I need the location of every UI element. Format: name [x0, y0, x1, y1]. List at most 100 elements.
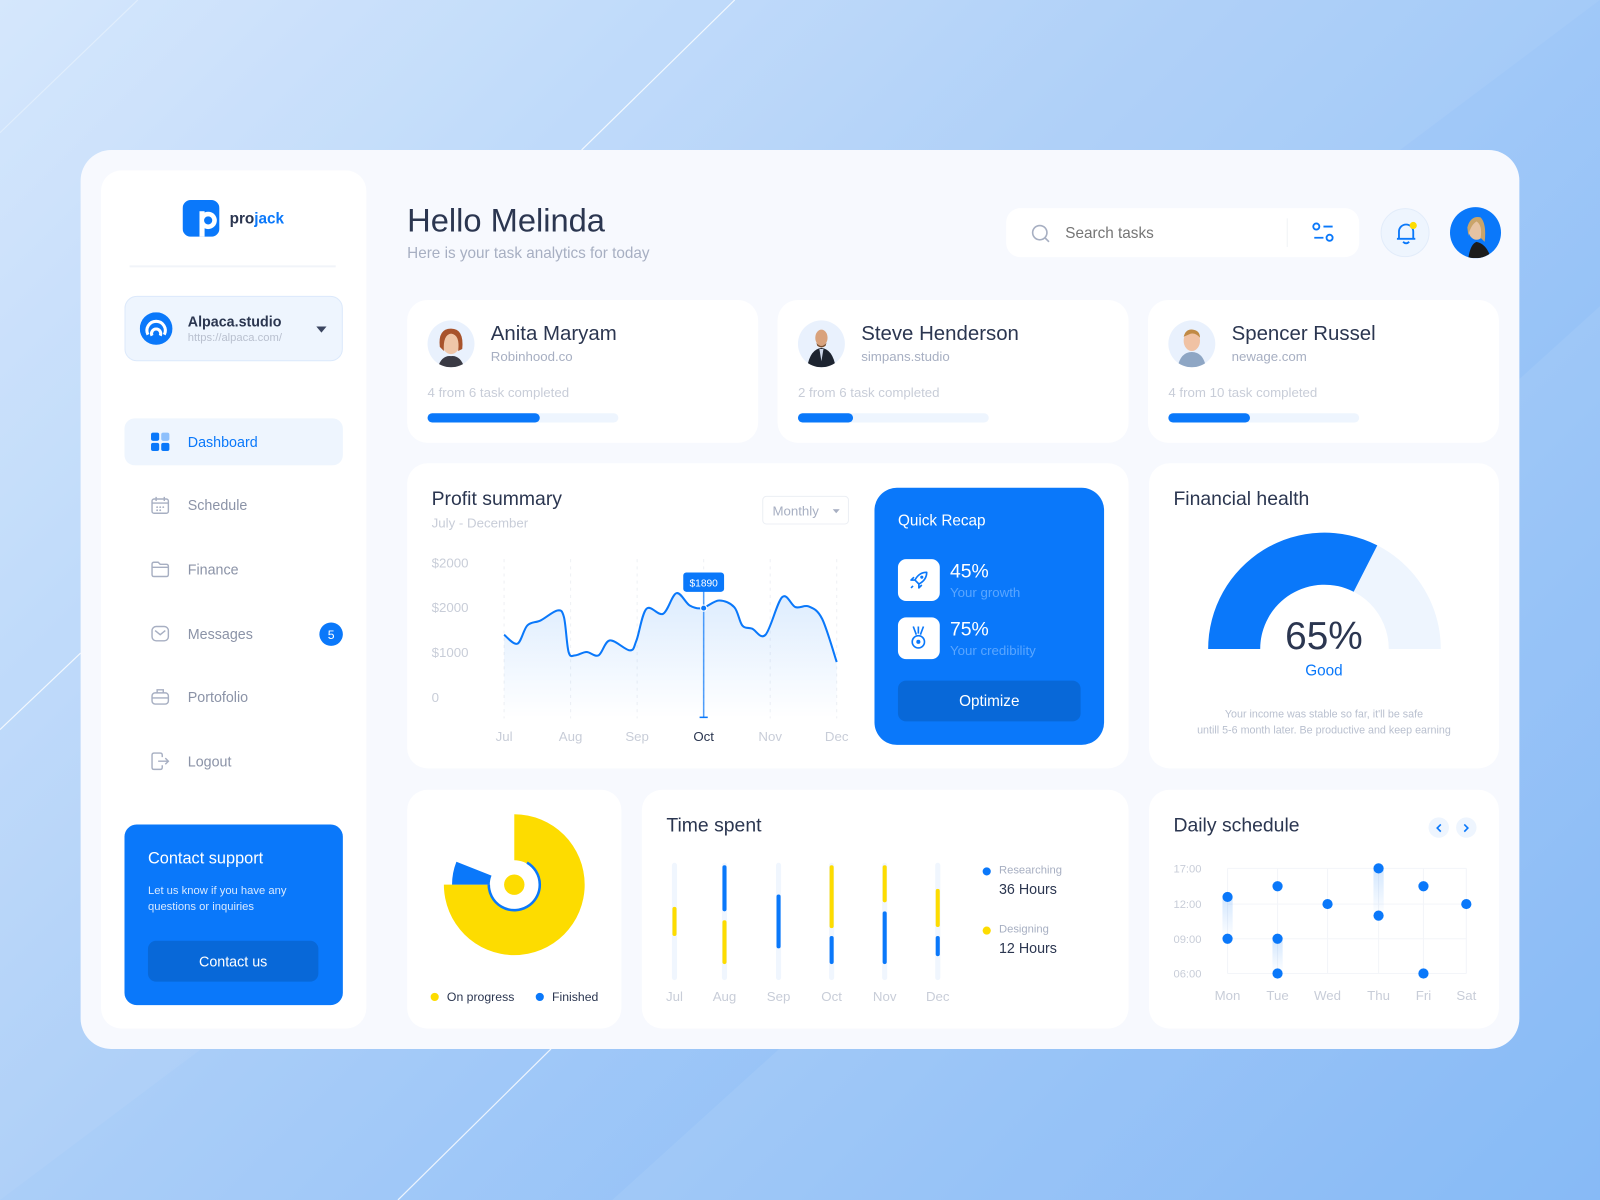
y-tick-label: 06:00 — [1173, 969, 1201, 981]
event-end-dot[interactable] — [1272, 933, 1283, 944]
bell-icon — [1396, 221, 1417, 245]
member-progress-fill — [797, 413, 854, 423]
x-tick-label: Sep — [767, 989, 791, 1004]
team-member-card[interactable]: Spencer Russel newage.com 4 from 10 task… — [1147, 299, 1499, 443]
user-photo — [1467, 217, 1491, 259]
legend-designing-value: 12 Hours — [998, 939, 1057, 957]
x-tick-label: Oct — [693, 729, 714, 744]
divider — [129, 265, 336, 268]
event-end-dot[interactable] — [1373, 863, 1384, 874]
member-progress-fill — [1168, 413, 1251, 423]
event-dot[interactable] — [1373, 910, 1384, 921]
sidebar-item-dashboard[interactable]: Dashboard — [124, 418, 343, 466]
y-tick-label: 09:00 — [1173, 934, 1201, 946]
portfolio-icon — [151, 689, 170, 705]
member-avatar — [1168, 320, 1216, 368]
page-title: Hello Melinda — [407, 202, 605, 239]
messages-badge: 5 — [319, 622, 343, 646]
event-dot[interactable] — [1272, 968, 1283, 979]
sidebar-item-label: Messages — [187, 625, 253, 642]
x-tick-label: Thu — [1367, 988, 1390, 1003]
event-dot[interactable] — [1272, 881, 1283, 892]
legend-finished: Finished — [552, 989, 599, 1005]
growth-value: 45% — [949, 561, 989, 583]
workspace-logo-icon — [139, 312, 173, 345]
member-name: Spencer Russel — [1231, 322, 1376, 345]
user-avatar[interactable] — [1449, 207, 1502, 259]
logout-icon — [151, 752, 170, 771]
mail-icon — [151, 625, 170, 642]
event-end-dot[interactable] — [1222, 891, 1233, 903]
task-status-donut — [443, 814, 585, 956]
profit-title: Profit summary — [431, 488, 562, 511]
logo-text-pro: pro — [229, 209, 255, 228]
slice-finished[interactable] — [452, 861, 492, 885]
search-divider — [1286, 218, 1288, 247]
member-company: simpans.studio — [861, 348, 950, 365]
x-tick-label: Nov — [758, 729, 782, 744]
profit-line — [503, 592, 838, 663]
credibility-value: 75% — [949, 619, 989, 641]
health-text-2: untill 5-6 month later. Be productive an… — [1197, 724, 1451, 737]
team-member-card[interactable]: Steve Henderson simpans.studio 2 from 6 … — [777, 299, 1129, 443]
highlight-point[interactable] — [700, 604, 708, 612]
sidebar-item-messages[interactable]: Messages 5 — [124, 610, 343, 657]
filter-icon[interactable] — [1311, 221, 1335, 243]
chevron-down-icon — [316, 326, 327, 333]
slice-on-progress[interactable] — [443, 814, 585, 956]
sidebar-item-label: Finance — [187, 561, 239, 578]
logo-text-jack: jack — [254, 209, 285, 228]
period-dropdown[interactable]: Monthly — [762, 495, 849, 525]
x-tick-label: Aug — [559, 729, 583, 744]
member-progress-bar — [1168, 413, 1360, 423]
sidebar-item-logout[interactable]: Logout — [124, 738, 342, 785]
search-input[interactable] — [1065, 220, 1270, 245]
sidebar-item-schedule[interactable]: Schedule — [124, 482, 342, 529]
event-range — [1222, 896, 1233, 939]
sidebar-item-finance[interactable]: Finance — [124, 546, 342, 593]
support-title: Contact support — [147, 849, 264, 868]
gauge-fill — [1208, 532, 1378, 649]
member-task-count: 4 from 6 task completed — [427, 384, 570, 400]
tooltip-value: $1890 — [689, 579, 718, 590]
health-title: Financial health — [1173, 488, 1310, 511]
legend-dot-researching — [982, 867, 991, 876]
time-spent-title: Time spent — [666, 815, 762, 837]
daily-schedule-card: Daily schedule 17:00 12:00 09:00 06:00 Mon Tu… — [1148, 789, 1499, 1029]
next-week-button[interactable] — [1456, 817, 1477, 838]
recap-title: Quick Recap — [897, 512, 986, 530]
notifications-button[interactable] — [1380, 208, 1430, 258]
y-tick-label: 17:00 — [1173, 863, 1201, 875]
event-dot[interactable] — [1418, 968, 1429, 979]
x-tick-label: Aug — [713, 989, 737, 1004]
event-dot[interactable] — [1461, 898, 1472, 910]
workspace-name: Alpaca.studio — [187, 313, 282, 330]
y-tick-label: 0 — [432, 690, 439, 705]
x-tick-label: Sat — [1456, 988, 1476, 1003]
event-dot[interactable] — [1222, 933, 1233, 944]
contact-support-card: Contact support Let us know if you have … — [124, 824, 343, 1006]
growth-label: Your growth — [949, 584, 1021, 600]
member-company: Robinhood.co — [490, 348, 573, 365]
chevron-left-icon — [1436, 823, 1442, 833]
sidebar-item-portofolio[interactable]: Portofolio — [124, 673, 342, 720]
logo[interactable]: pro jack — [182, 199, 285, 237]
workspace-selector[interactable]: Alpaca.studio https://alpaca.com/ — [124, 295, 343, 362]
event-range — [1373, 868, 1384, 916]
optimize-button[interactable]: Optimize — [897, 680, 1081, 722]
x-tick-label: Dec — [825, 729, 849, 744]
previous-week-button[interactable] — [1428, 817, 1449, 838]
rocket-icon — [910, 571, 928, 589]
sidebar-item-label: Schedule — [187, 496, 248, 514]
member-progress-fill — [427, 413, 541, 423]
team-member-card[interactable]: Anita Maryam Robinhood.co 4 from 6 task … — [407, 299, 759, 443]
tooltip-box — [683, 572, 725, 592]
health-text-1: Your income was stable so far, it'll be … — [1224, 708, 1424, 721]
health-status: Good — [1305, 662, 1343, 680]
member-task-count: 2 from 6 task completed — [797, 384, 940, 400]
event-dot[interactable] — [1418, 881, 1429, 892]
y-tick-label: 12:00 — [1173, 899, 1201, 911]
event-dot[interactable] — [1322, 898, 1333, 910]
contact-us-button[interactable]: Contact us — [147, 940, 319, 982]
medal-icon — [911, 626, 926, 649]
